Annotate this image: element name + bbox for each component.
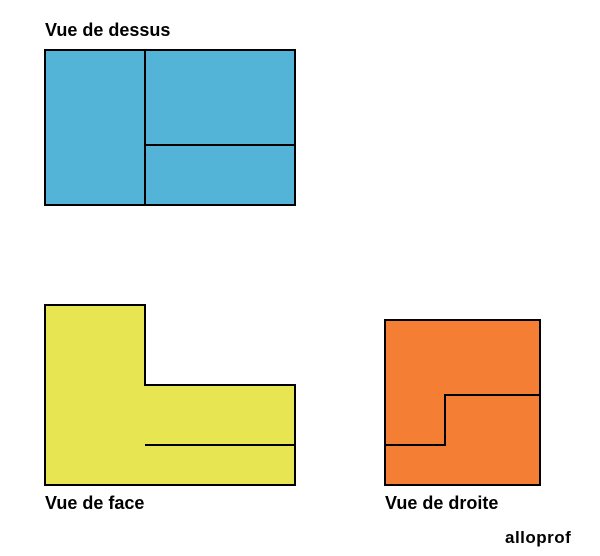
- diagram-canvas: Vue de dessus Vue de face Vue de droite …: [0, 0, 600, 556]
- front-view-shape: [43, 303, 297, 487]
- label-front-view: Vue de face: [45, 493, 144, 514]
- top-view-shape: [43, 48, 297, 207]
- label-right-view: Vue de droite: [385, 493, 498, 514]
- brand-logo: alloprof: [505, 528, 571, 548]
- label-top-view: Vue de dessus: [45, 20, 170, 41]
- right-view-shape: [383, 318, 542, 487]
